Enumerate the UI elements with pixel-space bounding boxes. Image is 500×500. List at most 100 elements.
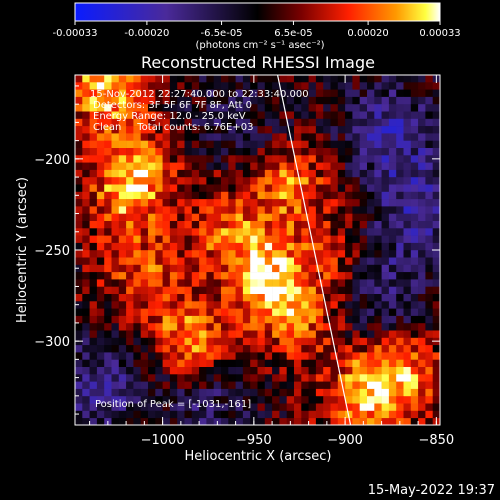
heatmap-cell <box>213 96 222 105</box>
heatmap-cell <box>228 359 236 368</box>
heatmap-cell <box>104 133 112 141</box>
heatmap-cell <box>126 352 134 360</box>
heatmap-cell <box>264 345 273 353</box>
heatmap-cell <box>184 82 193 90</box>
heatmap-cell <box>228 184 236 193</box>
heatmap-cell <box>206 279 214 287</box>
heatmap-cell <box>133 169 141 178</box>
heatmap-cell <box>294 82 302 90</box>
heatmap-cell <box>345 89 353 98</box>
heatmap-cell <box>191 264 200 273</box>
heatmap-cell <box>235 359 244 368</box>
heatmap-cell <box>221 133 229 141</box>
heatmap-cell <box>133 272 141 280</box>
heatmap-cell <box>162 381 171 390</box>
heatmap-cell <box>432 206 440 214</box>
heatmap-cell <box>294 367 302 375</box>
heatmap-cell <box>250 140 258 149</box>
heatmap-cell <box>345 242 353 251</box>
heatmap-cell <box>432 242 440 251</box>
heatmap-cell <box>345 191 353 200</box>
heatmap-cell <box>410 250 419 258</box>
heatmap-cell <box>118 418 127 425</box>
heatmap-cell <box>272 206 280 214</box>
heatmap-cell <box>381 396 390 404</box>
heatmap-cell <box>410 75 419 83</box>
heatmap-cell <box>221 403 229 412</box>
heatmap-cell <box>388 381 397 390</box>
heatmap-cell <box>381 337 390 346</box>
heatmap-cell <box>155 410 163 419</box>
heatmap-cell <box>410 323 419 331</box>
heatmap-cell <box>96 235 105 244</box>
heatmap-cell <box>155 345 163 353</box>
heatmap-cell <box>410 294 419 302</box>
heatmap-cell <box>250 82 258 90</box>
heatmap-cell <box>206 337 214 346</box>
heatmap-cell <box>228 235 236 244</box>
heatmap-cell <box>294 155 302 163</box>
heatmap-cell <box>359 264 368 273</box>
heatmap-cell <box>250 272 258 280</box>
heatmap-cell <box>191 155 200 163</box>
heatmap-cell <box>403 242 412 251</box>
heatmap-cell <box>242 89 251 98</box>
heatmap-cell <box>162 323 171 331</box>
heatmap-cell <box>118 272 127 280</box>
heatmap-cell <box>235 250 244 258</box>
heatmap-cell <box>264 388 273 397</box>
heatmap-cell <box>294 221 302 229</box>
heatmap-cell <box>177 381 185 390</box>
heatmap-cell <box>111 118 120 127</box>
heatmap-cell <box>396 206 404 214</box>
heatmap-cell <box>432 308 440 317</box>
heatmap-cell <box>432 250 440 258</box>
heatmap-cell <box>367 75 375 83</box>
heatmap-cell <box>96 323 105 331</box>
heatmap-cell <box>206 330 214 339</box>
heatmap-cell <box>388 279 397 287</box>
heatmap-cell <box>140 381 149 390</box>
heatmap-cell <box>162 396 171 404</box>
heatmap-cell <box>148 367 156 375</box>
heatmap-cell <box>388 315 397 324</box>
heatmap-cell <box>323 381 331 390</box>
heatmap-cell <box>184 162 193 171</box>
heatmap-cell <box>155 235 163 244</box>
heatmap-cell <box>323 133 331 141</box>
heatmap-cell <box>432 367 440 375</box>
heatmap-cell <box>388 155 397 163</box>
heatmap-cell <box>111 337 120 346</box>
heatmap-cell <box>235 169 244 178</box>
heatmap-cell <box>381 279 390 287</box>
heatmap-cell <box>345 199 353 207</box>
heatmap-cell <box>323 177 331 185</box>
heatmap-cell <box>206 410 214 419</box>
heatmap-cell <box>345 286 353 295</box>
heatmap-cell <box>250 242 258 251</box>
heatmap-cell <box>184 403 193 412</box>
heatmap-cell <box>279 330 287 339</box>
heatmap-cell <box>374 133 382 141</box>
heatmap-cell <box>432 96 440 105</box>
heatmap-cell <box>184 155 193 163</box>
heatmap-cell <box>228 294 236 302</box>
heatmap-cell <box>206 111 214 120</box>
heatmap-cell <box>345 301 353 309</box>
heatmap-cell <box>374 359 382 368</box>
heatmap-cell <box>82 177 90 185</box>
heatmap-cell <box>235 308 244 317</box>
heatmap-cell <box>388 410 397 419</box>
heatmap-cell <box>345 184 353 193</box>
heatmap-cell <box>294 264 302 273</box>
heatmap-cell <box>199 82 207 90</box>
heatmap-cell <box>381 301 390 309</box>
heatmap-cell <box>367 308 375 317</box>
heatmap-cell <box>162 388 171 397</box>
heatmap-cell <box>250 155 258 163</box>
heatmap-cell <box>169 111 178 120</box>
heatmap-cell <box>126 169 134 178</box>
heatmap-cell <box>330 213 339 222</box>
heatmap-cell <box>330 89 339 98</box>
heatmap-cell <box>396 250 404 258</box>
